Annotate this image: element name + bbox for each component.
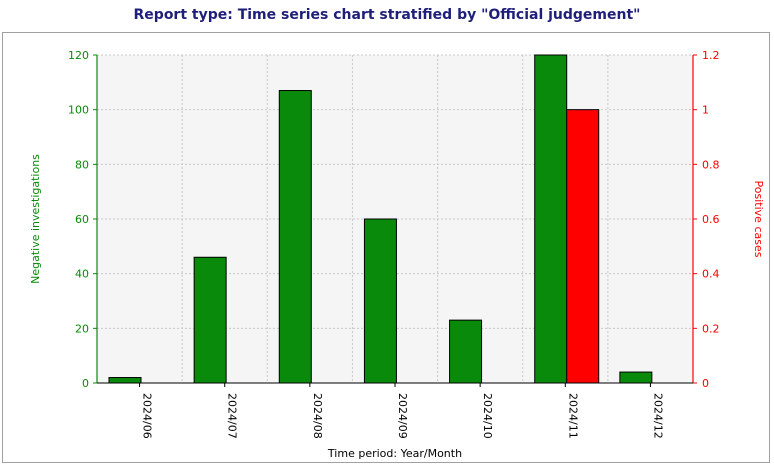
y-tick-label: 40 [75, 268, 89, 281]
x-tick-label: 2024/09 [396, 393, 409, 439]
bar-negative-investigations [449, 319, 483, 384]
bar-negative-investigations [534, 54, 568, 384]
bar-positive-cases [566, 109, 600, 384]
y-tick-label: 100 [68, 104, 89, 117]
y2-tick-label: 0.6 [702, 213, 720, 226]
x-tick-label: 2024/10 [481, 393, 494, 439]
bar-negative-investigations [278, 90, 312, 384]
y2-tick-label: 0.4 [702, 268, 720, 281]
chart-frame: 0 20 40 60 80 100 120 0 0.2 0.4 0.6 0.8 1 1.2 2024/06 2… [2, 32, 770, 463]
x-tick-label: 2024/11 [566, 393, 579, 439]
x-tick-label: 2024/06 [141, 393, 154, 439]
bar-negative-investigations [363, 218, 397, 384]
y2-tick-label: 0 [702, 377, 709, 390]
x-tick-label: 2024/08 [311, 393, 324, 439]
x-axis-label: Time period: Year/Month [327, 447, 462, 460]
y2-tick-label: 1 [702, 104, 709, 117]
bar-negative-investigations [619, 371, 653, 384]
y-tick-label: 0 [82, 377, 89, 390]
y2-tick-label: 0.8 [702, 158, 720, 171]
y-tick-label: 20 [75, 322, 89, 335]
bar-chart: 0 20 40 60 80 100 120 0 0.2 0.4 0.6 0.8 1 1.2 2024/06 2… [29, 49, 765, 460]
y-axis-label: Negative investigations [29, 154, 42, 284]
x-tick-label: 2024/07 [226, 393, 239, 439]
x-tick-label: 2024/12 [651, 393, 664, 439]
bar-negative-investigations [193, 256, 227, 384]
y-tick-label: 60 [75, 213, 89, 226]
report-title: Report type: Time series chart stratifie… [133, 7, 641, 23]
y2-tick-label: 0.2 [702, 322, 720, 335]
y2-tick-label: 1.2 [702, 49, 720, 62]
y-tick-label: 80 [75, 158, 89, 171]
y2-axis-label: Positive cases [752, 181, 765, 258]
bar-negative-investigations [108, 377, 142, 384]
y-tick-label: 120 [68, 49, 89, 62]
